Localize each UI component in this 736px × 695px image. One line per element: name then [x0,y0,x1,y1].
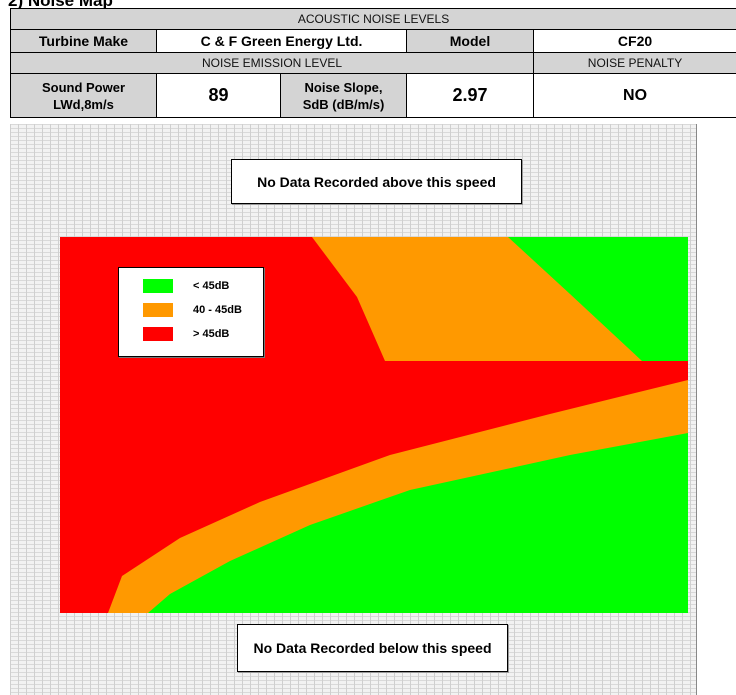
legend-item-green: < 45dB [143,278,229,294]
noise-penalty-value: NO [532,73,736,118]
legend: < 45dB 40 - 45dB > 45dB [118,267,264,357]
legend-swatch-green [143,279,173,293]
turbine-make-label: Turbine Make [10,29,157,53]
noise-slope-label-line1: Noise Slope, [304,79,383,95]
noise-slope-label-line2: SdB (dB/m/s) [302,96,385,112]
legend-item-orange: 40 - 45dB [143,302,242,318]
sound-power-value: 89 [156,73,281,118]
no-data-above-note: No Data Recorded above this speed [231,159,522,204]
region-lower-green [148,433,688,613]
acoustic-noise-header: ACOUSTIC NOISE LEVELS [9,8,736,30]
section-title: 2) Noise Map [8,0,113,10]
legend-swatch-red [143,327,173,341]
sound-power-label: Sound Power LWd,8m/s [10,73,157,118]
right-axis [696,124,736,695]
legend-label-orange: 40 - 45dB [193,304,242,316]
sound-power-label-line1: Sound Power [41,79,126,95]
noise-emission-header: NOISE EMISSION LEVEL [10,52,534,74]
noise-map-plot-area [10,124,736,695]
noise-map-chart [60,237,688,613]
noise-slope-label: Noise Slope, SdB (dB/m/s) [280,73,407,118]
legend-swatch-orange [143,303,173,317]
legend-label-green: < 45dB [193,280,230,292]
model-value: CF20 [532,29,736,53]
model-label: Model [406,29,534,53]
noise-slope-value: 2.97 [406,73,534,118]
sound-power-label-line2: LWd,8m/s [53,96,114,112]
noise-penalty-header: NOISE PENALTY [532,52,736,74]
legend-item-red: > 45dB [143,326,229,342]
acoustic-noise-table: ACOUSTIC NOISE LEVELS Turbine Make C & F… [9,8,736,118]
right-axis-line [696,124,697,695]
legend-label-red: > 45dB [193,328,230,340]
region-upper-green [508,237,688,361]
turbine-make-value: C & F Green Energy Ltd. [156,29,407,53]
no-data-below-note: No Data Recorded below this speed [237,624,508,672]
